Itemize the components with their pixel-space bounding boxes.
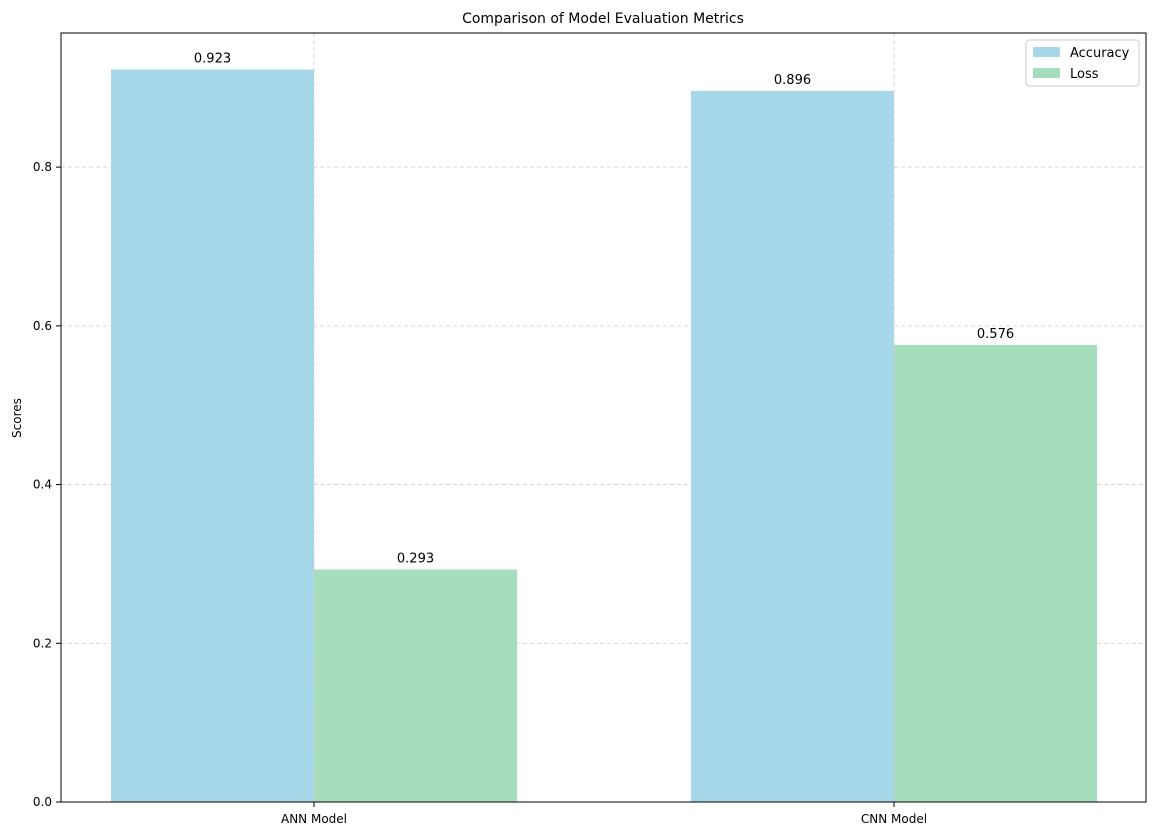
- bars: [111, 69, 1097, 802]
- data-label: 0.896: [774, 73, 811, 88]
- legend-swatch-accuracy[interactable]: [1033, 47, 1060, 57]
- y-tick-label: 0.4: [33, 478, 52, 492]
- axes: 0.0 0.2 0.4 0.6 0.8 ANN Model CNN Model: [33, 160, 927, 826]
- data-label: 0.576: [977, 327, 1014, 342]
- y-axis-label: Scores: [10, 398, 24, 438]
- legend-label-loss[interactable]: Loss: [1070, 67, 1099, 82]
- chart-title: Comparison of Model Evaluation Metrics: [462, 11, 744, 27]
- legend[interactable]: Accuracy Loss: [1025, 39, 1140, 87]
- y-tick-label: 0.6: [33, 319, 52, 333]
- plot-frame: [60, 32, 1147, 803]
- bar-accuracy-1: [111, 69, 314, 802]
- data-labels: 0.923 0.896 0.293 0.576: [194, 33, 1014, 802]
- data-label: 0.293: [397, 551, 434, 566]
- bar-loss-1: [314, 569, 517, 802]
- bar-loss-2: [894, 344, 1097, 802]
- data-label: 0.923: [194, 52, 231, 67]
- legend-label-accuracy[interactable]: Accuracy: [1070, 46, 1130, 61]
- legend-swatch-loss[interactable]: [1033, 68, 1060, 78]
- bar-accuracy-2: [691, 90, 894, 802]
- y-tick-label: 0.0: [33, 795, 52, 809]
- y-tick-label: 0.8: [33, 160, 52, 174]
- x-tick-label: CNN Model: [861, 812, 927, 826]
- y-tick-label: 0.2: [33, 636, 52, 650]
- x-tick-label: ANN Model: [281, 812, 347, 826]
